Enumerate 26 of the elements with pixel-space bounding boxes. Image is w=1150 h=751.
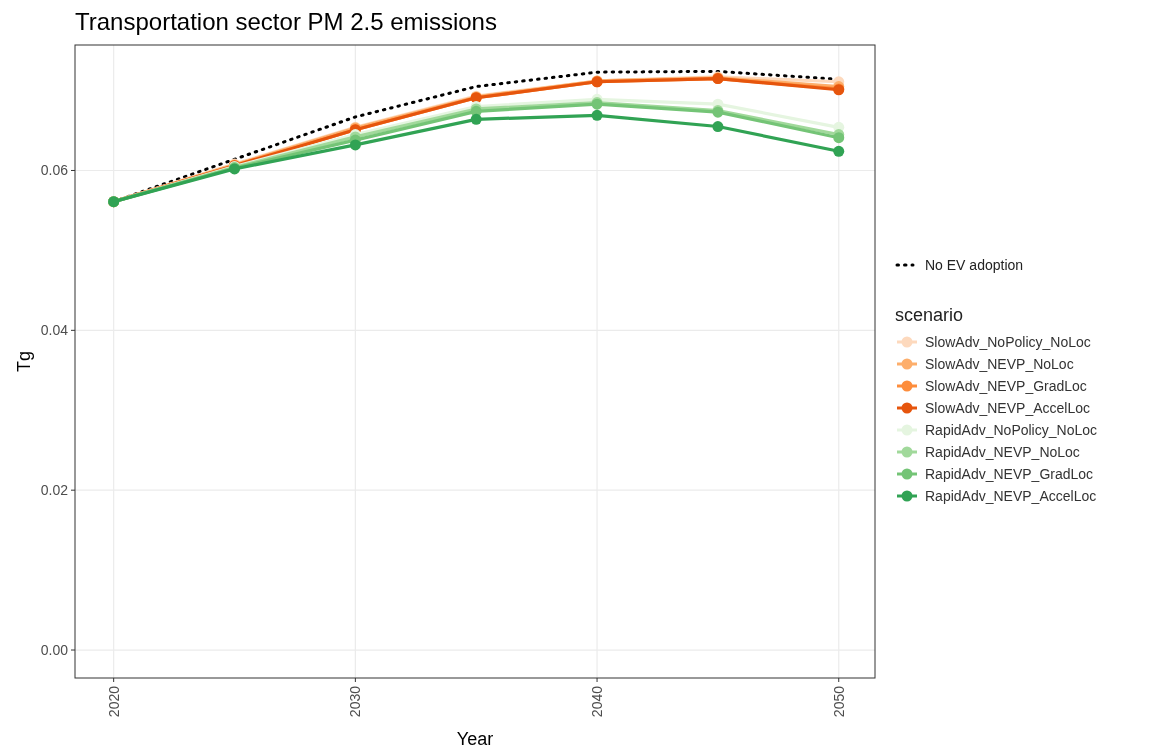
legend-label: SlowAdv_NEVP_NoLoc <box>925 356 1074 372</box>
point <box>470 113 482 125</box>
legend-label: SlowAdv_NoPolicy_NoLoc <box>925 334 1091 350</box>
y-tick-label: 0.00 <box>40 642 69 659</box>
x-tick-label: 2020 <box>105 685 122 718</box>
legend-label: RapidAdv_NEVP_AccelLoc <box>925 488 1097 504</box>
legend-label: RapidAdv_NEVP_NoLoc <box>925 444 1080 460</box>
legend-label: No EV adoption <box>925 257 1024 273</box>
y-tick-label: 0.04 <box>40 322 69 339</box>
point <box>591 109 603 121</box>
point <box>833 145 845 157</box>
y-tick-label: 0.02 <box>40 482 69 499</box>
x-tick-label: 2050 <box>830 685 847 718</box>
y-axis-title: Tg <box>14 350 34 373</box>
x-tick-label: 2030 <box>347 685 364 718</box>
point <box>712 121 724 133</box>
chart-title: Transportation sector PM 2.5 emissions <box>75 8 497 35</box>
legend-label: SlowAdv_NEVP_AccelLoc <box>925 400 1090 416</box>
y-tick-label: 0.06 <box>40 162 69 179</box>
legend-label: SlowAdv_NEVP_GradLoc <box>925 378 1087 394</box>
x-axis-title: Year <box>456 729 494 749</box>
point <box>349 139 361 151</box>
legend-label: RapidAdv_NEVP_GradLoc <box>925 466 1094 482</box>
legend-label: RapidAdv_NoPolicy_NoLoc <box>925 422 1097 438</box>
x-tick-label: 2040 <box>589 685 606 718</box>
legend-title: scenario <box>895 305 964 325</box>
